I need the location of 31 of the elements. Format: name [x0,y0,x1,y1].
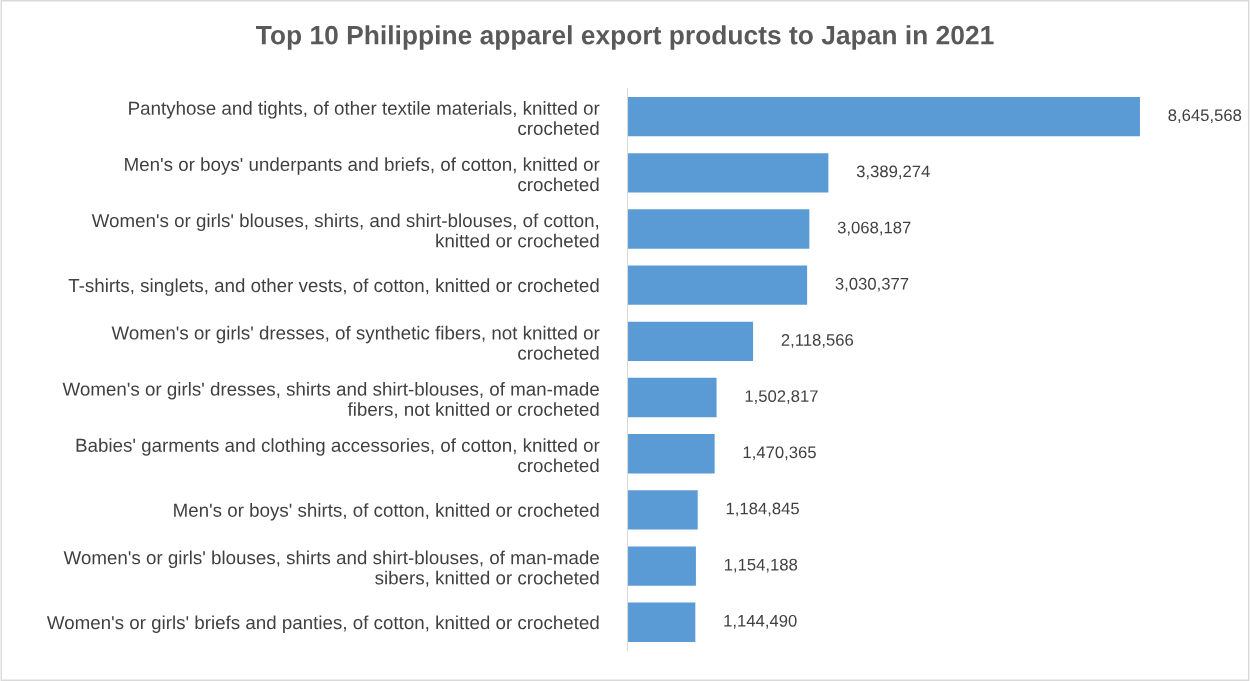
y-tick-label: Babies' garments and clothing accessories, of cotton, knitted or crocheted [76,438,600,473]
data-label: 3,030,377 [835,277,909,292]
data-label: 2,118,566 [781,334,854,348]
bar [627,546,696,586]
data-label: 3,068,187 [837,221,911,236]
y-tick-label: Women's or girls' dresses, of synthetic fibers, not knitted or crocheted [111,325,600,360]
data-label: 1,154,188 [724,558,798,573]
bar [627,153,829,193]
data-label: 1,184,845 [726,502,799,517]
data-label: 3,389,274 [856,165,930,180]
y-tick-label: Men's or boys' shirts, of cotton, knitted or crocheted [174,503,599,521]
y-tick-label: Pantyhose and tights, of other textile materials, knitted or crocheted [129,101,600,136]
bar [627,377,717,418]
y-tick-label: Women's or girls' dresses, shirts and shirt-blouses, of man-made fibers, not knitted or crocheted [62,382,599,419]
bar [627,265,808,305]
bar [627,96,1140,137]
y-tick-label: Men's or boys' underpants and briefs, of cotton, knitted or crocheted [125,157,600,192]
bar [627,321,754,362]
data-label: 1,502,817 [745,390,818,404]
data-label: 1,144,490 [724,614,797,629]
chart-title: Top 10 Philippine apparel export products to Japan in 2021 [256,25,994,50]
y-tick-label: Women's or girls' blouses, shirts, and shirt-blouses, of cotton, knitted or crocheted [91,213,599,248]
bar [627,490,698,530]
bar [627,209,810,249]
y-tick-label: Women's or girls' briefs and panties, of cotton, knitted or crocheted [46,615,599,633]
y-tick-label: T-shirts, singlets, and other vests, of cotton, knitted or crocheted [68,278,599,296]
y-tick-label: Women's or girls' blouses, shirts and shirt-blouses, of man-made sibers, knitted or crocheted [63,550,599,587]
bar [627,434,715,474]
data-label: 1,470,365 [743,446,816,461]
data-label: 8,645,568 [1168,109,1242,124]
bar [627,602,696,642]
